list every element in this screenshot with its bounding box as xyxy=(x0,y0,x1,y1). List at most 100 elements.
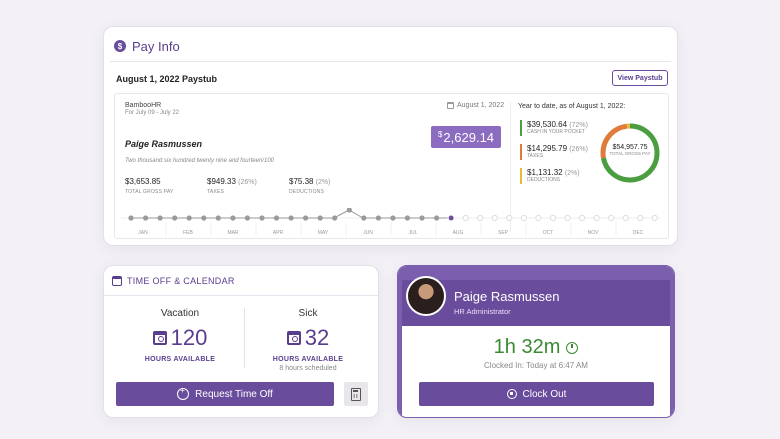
month-label: OCT xyxy=(543,230,554,236)
trend-dot[interactable] xyxy=(477,214,484,222)
trend-dot[interactable] xyxy=(535,214,542,222)
trend-dot[interactable] xyxy=(346,208,352,213)
month-label: APR xyxy=(273,230,284,236)
ytd-value: $1,131.32 xyxy=(527,168,563,177)
trend-dot[interactable] xyxy=(520,214,527,222)
trend-dot[interactable] xyxy=(215,215,221,221)
trend-dot[interactable] xyxy=(244,215,250,221)
ytd-label: TAXES xyxy=(527,153,544,159)
trend-dot[interactable] xyxy=(434,215,440,221)
trend-dot[interactable] xyxy=(651,214,658,222)
ytd-pct: (2%) xyxy=(564,170,580,177)
ytd-value: $14,295.79 xyxy=(527,144,568,153)
employee-role: HR Administrator xyxy=(454,307,511,316)
pay-info-card: $ Pay Info August 1, 2022 Paystub View P… xyxy=(103,26,678,246)
sick-balance[interactable]: Sick 32 HOURS AVAILABLE 8 hours schedule… xyxy=(248,308,368,372)
clock-card: Paige Rasmussen HR Administrator 1h 32m … xyxy=(397,265,675,418)
net-currency: $ xyxy=(437,130,443,139)
trend-dots xyxy=(128,208,658,222)
elapsed-value: 1h 32m xyxy=(493,336,561,358)
trend-dot[interactable] xyxy=(564,214,571,222)
trend-dot[interactable] xyxy=(462,214,469,222)
trend-dot[interactable] xyxy=(201,215,207,221)
ytd-pct: (26%) xyxy=(569,146,588,153)
calculator-button[interactable] xyxy=(344,382,368,406)
avatar xyxy=(406,276,446,316)
ytd-taxes: $14,295.79 (26%) TAXES xyxy=(520,144,588,160)
trend-month-labels: JAN FEB MAR APR MAY JUN JUL AUG SEP OCT NOV DEC xyxy=(138,222,644,236)
divider xyxy=(244,308,245,368)
calendar-icon xyxy=(447,102,454,109)
trend-dot[interactable] xyxy=(230,215,236,221)
sick-label: HOURS AVAILABLE xyxy=(272,356,344,363)
summary-value: $949.33 xyxy=(207,177,236,186)
vacation-balance[interactable]: Vacation 120 HOURS AVAILABLE xyxy=(120,308,240,363)
stub-date-text: August 1, 2022 xyxy=(457,102,505,109)
dollar-icon: $ xyxy=(114,40,126,52)
divider xyxy=(110,61,671,62)
trend-dot[interactable] xyxy=(549,214,557,222)
trend-dot[interactable] xyxy=(186,215,192,221)
calendar-clock-icon xyxy=(286,331,301,345)
trend-dot[interactable] xyxy=(172,215,178,221)
donut-slice-taxes xyxy=(600,123,660,183)
trend-dot[interactable] xyxy=(303,215,309,221)
sick-scheduled: 8 hours scheduled xyxy=(279,365,337,372)
calendar-icon xyxy=(112,275,122,286)
trend-dot[interactable] xyxy=(273,215,280,221)
pay-period: For July 09 - July 22 xyxy=(125,110,180,116)
employee-name: Paige Rasmussen xyxy=(454,289,560,304)
ytd-total: $54,957.75 xyxy=(612,144,648,151)
clock-out-label: Clock Out xyxy=(522,388,567,400)
divider xyxy=(510,102,511,232)
trend-dot[interactable] xyxy=(128,215,134,221)
summary-value: $75.38 xyxy=(289,177,314,186)
stop-icon xyxy=(506,389,517,399)
calendar-clock-icon xyxy=(152,331,167,345)
calculator-icon xyxy=(351,387,361,401)
trend-dot[interactable] xyxy=(317,215,323,221)
elapsed-time: 1h 32m xyxy=(398,336,674,359)
ytd-total-label: TOTAL GROSS PAY xyxy=(609,151,651,156)
trend-dot[interactable] xyxy=(579,214,586,222)
pay-info-header: $ Pay Info xyxy=(114,35,180,57)
summary-deductions: $75.38 (2%) DEDUCTIONS xyxy=(289,177,330,195)
trend-dot[interactable] xyxy=(375,215,381,221)
trend-dot[interactable] xyxy=(491,214,498,222)
view-paystub-button[interactable]: View Paystub xyxy=(612,70,668,86)
ytd-label: CASH IN YOUR POCKET xyxy=(527,129,585,135)
trend-dot[interactable] xyxy=(506,214,513,222)
month-label: AUG xyxy=(453,230,464,236)
trend-dot[interactable] xyxy=(288,215,294,221)
trend-dot[interactable] xyxy=(419,215,425,221)
sick-title: Sick xyxy=(298,308,318,319)
time-off-title: TIME OFF & CALENDAR xyxy=(127,275,235,286)
trend-dot[interactable] xyxy=(637,214,644,222)
ytd-pct: (72%) xyxy=(569,122,588,129)
trend-dot[interactable] xyxy=(622,214,629,222)
trend-dot[interactable] xyxy=(608,214,615,222)
trend-dot[interactable] xyxy=(404,215,410,221)
trend-dot[interactable] xyxy=(447,214,455,222)
request-time-off-label: Request Time Off xyxy=(195,388,273,400)
vacation-label: HOURS AVAILABLE xyxy=(144,356,216,363)
stub-date: August 1, 2022 xyxy=(447,102,504,109)
summary-pct: (2%) xyxy=(315,179,331,186)
trend-dot[interactable] xyxy=(157,215,163,221)
timer-icon xyxy=(566,341,579,354)
trend-dot[interactable] xyxy=(259,215,265,221)
clock-out-button[interactable]: Clock Out xyxy=(419,382,654,406)
summary-value: $3,653.85 xyxy=(125,177,161,186)
trend-dot[interactable] xyxy=(390,215,396,221)
ytd-donut-chart xyxy=(600,123,660,183)
trend-dot[interactable] xyxy=(332,215,338,221)
time-off-header: TIME OFF & CALENDAR xyxy=(104,266,378,296)
trend-dot[interactable] xyxy=(361,215,367,221)
month-label: JUL xyxy=(409,230,418,236)
request-time-off-button[interactable]: Request Time Off xyxy=(116,382,334,406)
donut-slice-deductions xyxy=(600,123,660,183)
company-name: BambooHR xyxy=(125,102,162,109)
trend-dot[interactable] xyxy=(143,215,149,221)
trend-dot[interactable] xyxy=(593,214,600,222)
vacation-title: Vacation xyxy=(160,308,200,319)
